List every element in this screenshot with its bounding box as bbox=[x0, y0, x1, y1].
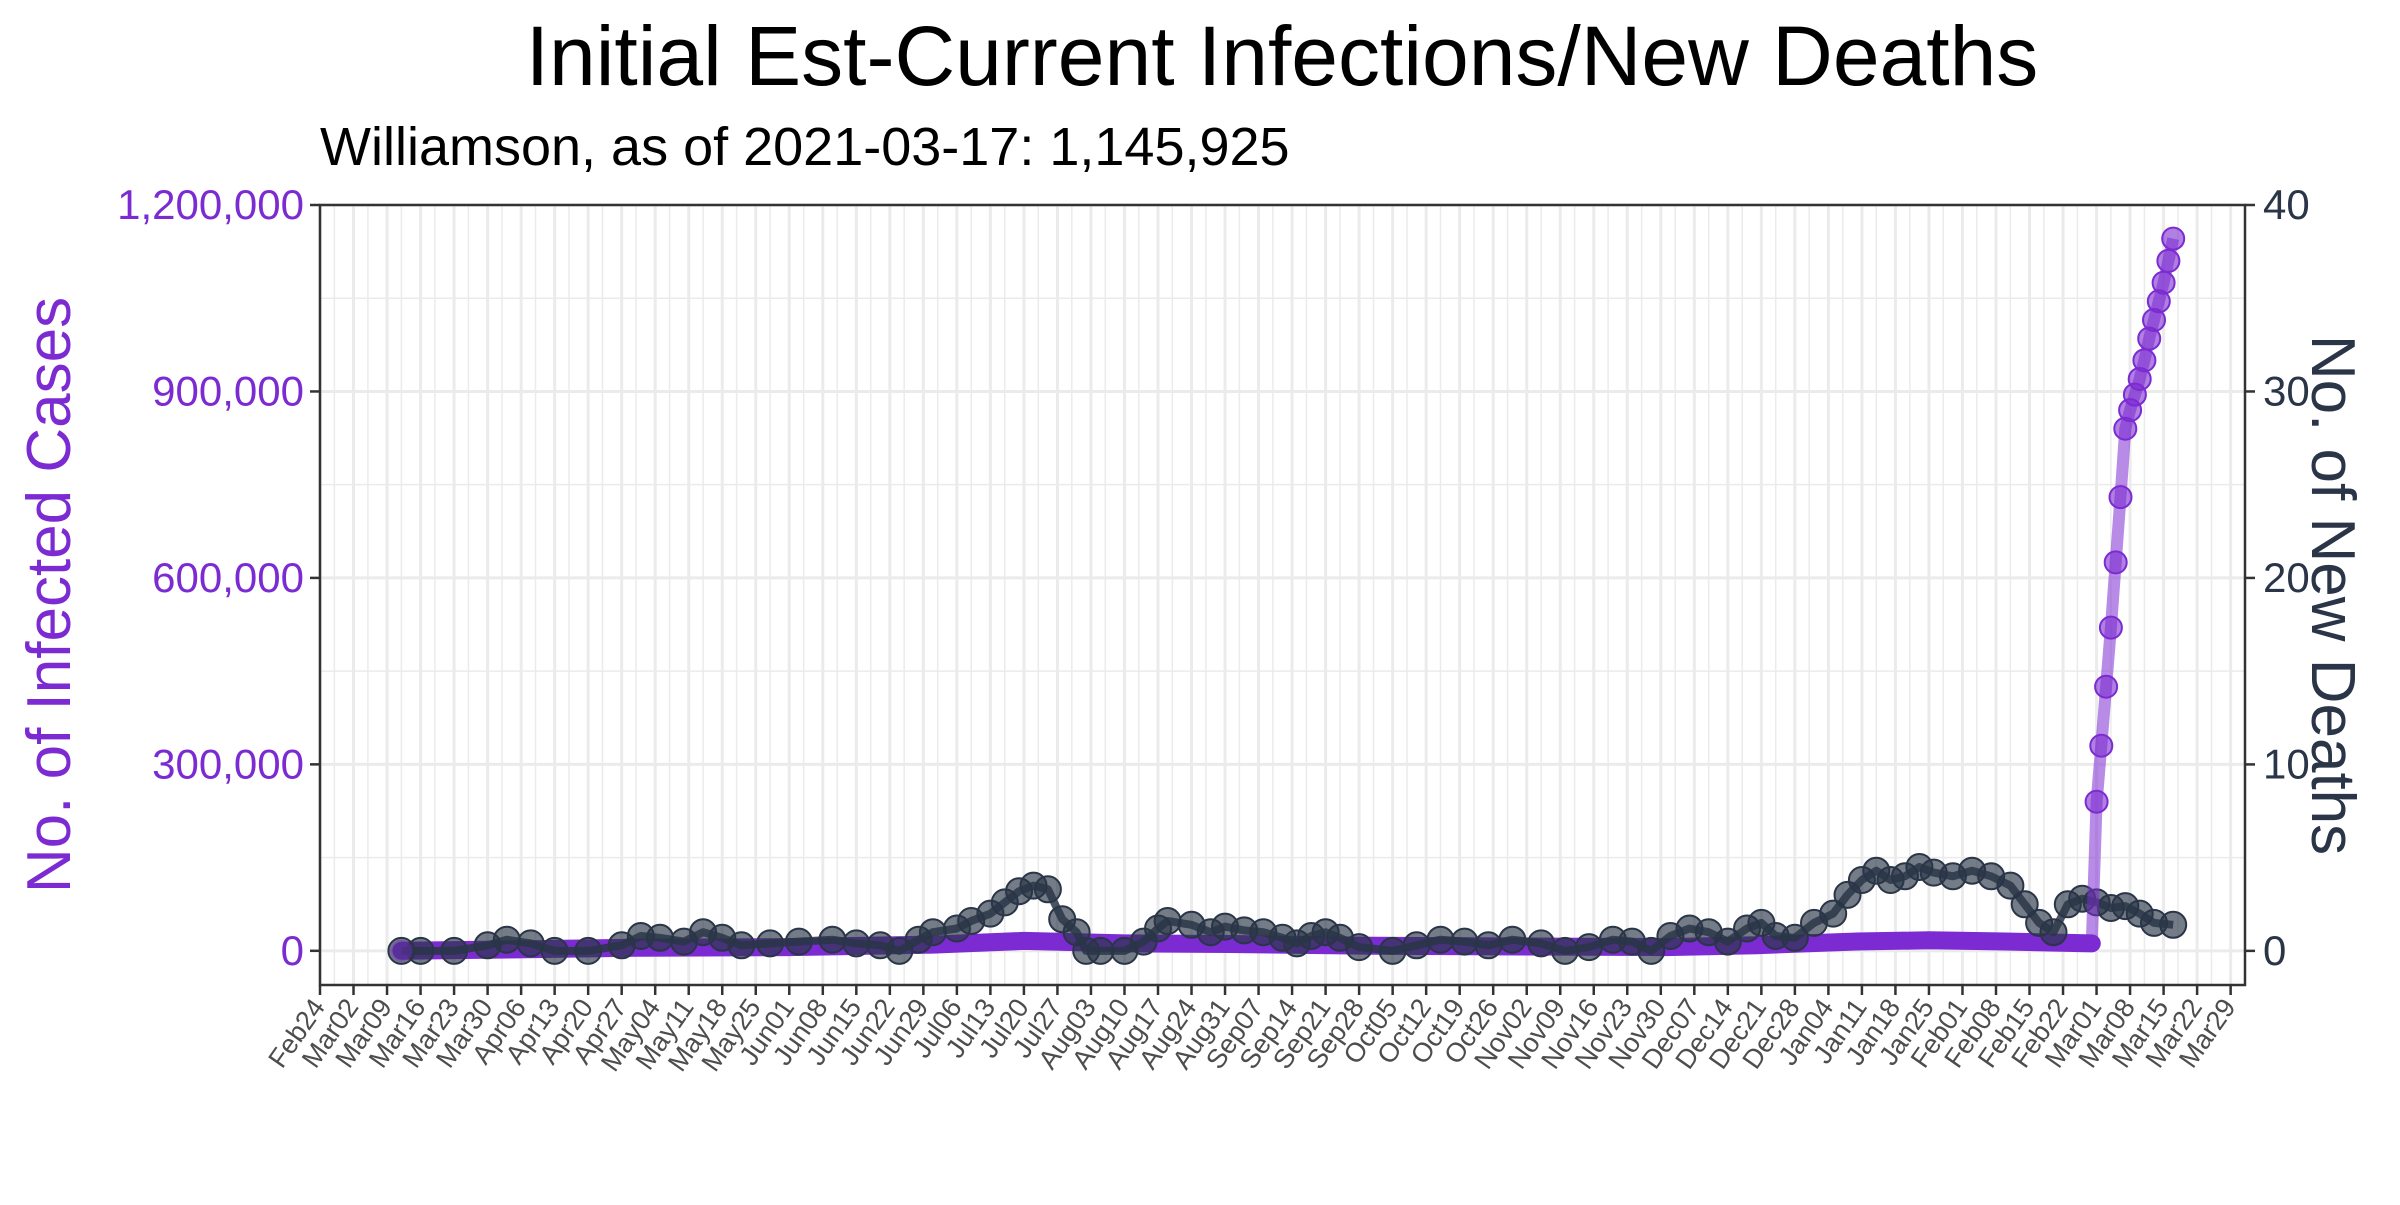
infections-point bbox=[2156, 248, 2181, 273]
deaths-point bbox=[1819, 899, 1848, 928]
deaths-point bbox=[727, 931, 756, 960]
deaths-point bbox=[1378, 936, 1407, 965]
axis-layer: 0 300,000 600,000 900,000 1,200,000 0 10 20 30 40… bbox=[117, 181, 2310, 1077]
deaths-point bbox=[2039, 918, 2068, 947]
deaths-point bbox=[1713, 927, 1742, 956]
deaths-point bbox=[492, 925, 521, 954]
infections-point bbox=[390, 939, 413, 962]
deaths-point bbox=[1498, 925, 1527, 954]
chart-title: Initial Est-Current Infections/New Death… bbox=[526, 9, 2039, 103]
left-axis-tick-label: 1,200,000 bbox=[117, 181, 304, 228]
deaths-point bbox=[1402, 931, 1431, 960]
deaths-point bbox=[516, 929, 545, 958]
left-axis-tick-label: 300,000 bbox=[152, 740, 304, 787]
deaths-point bbox=[1345, 933, 1374, 962]
infections-point bbox=[2132, 348, 2157, 373]
infections-point bbox=[2151, 270, 2176, 295]
deaths-point bbox=[1033, 875, 1062, 904]
infections-point bbox=[2161, 226, 2186, 251]
right-axis-tick-label: 40 bbox=[2263, 181, 2310, 228]
deaths-point bbox=[842, 929, 871, 958]
infections-point bbox=[2089, 733, 2114, 758]
right-axis-tick-label: 10 bbox=[2263, 740, 2310, 787]
deaths-point bbox=[818, 925, 847, 954]
deaths-point bbox=[756, 929, 785, 958]
right-axis-tick-label: 0 bbox=[2263, 927, 2286, 974]
deaths-point bbox=[2010, 890, 2039, 919]
deaths-point bbox=[1637, 936, 1666, 965]
deaths-point bbox=[540, 936, 569, 965]
series-layer bbox=[387, 226, 2188, 965]
infections-point bbox=[2098, 615, 2123, 640]
chart-subtitle: Williamson, as of 2021-03-17: 1,145,925 bbox=[320, 117, 1290, 177]
grid-layer bbox=[318, 203, 2245, 985]
infections-surge-line bbox=[2085, 237, 2180, 944]
deaths-point bbox=[1426, 925, 1455, 954]
deaths-point bbox=[646, 923, 674, 952]
left-axis-tick-label: 0 bbox=[281, 927, 304, 974]
right-axis-tick-label: 20 bbox=[2263, 554, 2310, 601]
deaths-point bbox=[574, 936, 603, 965]
right-axis-label: No. of New Deaths bbox=[2298, 335, 2367, 855]
deaths-point bbox=[1086, 936, 1115, 965]
deaths-point bbox=[1575, 933, 1603, 962]
deaths-point bbox=[1450, 927, 1479, 956]
deaths-point bbox=[1996, 871, 2025, 900]
right-axis-tick-label: 30 bbox=[2263, 367, 2310, 414]
deaths-point bbox=[440, 936, 469, 965]
deaths-point bbox=[406, 936, 435, 965]
infections-point bbox=[2108, 485, 2133, 510]
deaths-point bbox=[1474, 931, 1503, 960]
infections-point bbox=[2103, 550, 2128, 575]
deaths-point bbox=[1153, 907, 1182, 935]
left-axis-tick-label: 900,000 bbox=[152, 367, 304, 414]
infections-point bbox=[2084, 789, 2109, 814]
deaths-point bbox=[1527, 929, 1556, 958]
deaths-point bbox=[2159, 910, 2188, 939]
deaths-point bbox=[1780, 923, 1809, 952]
infections-point bbox=[2094, 674, 2119, 699]
left-axis-tick-label: 600,000 bbox=[152, 554, 304, 601]
panel-border bbox=[318, 203, 2247, 987]
deaths-point bbox=[918, 918, 947, 947]
deaths-point bbox=[784, 927, 813, 956]
deaths-point bbox=[1551, 936, 1579, 965]
left-axis-label: No. of Infected Cases bbox=[15, 297, 84, 893]
